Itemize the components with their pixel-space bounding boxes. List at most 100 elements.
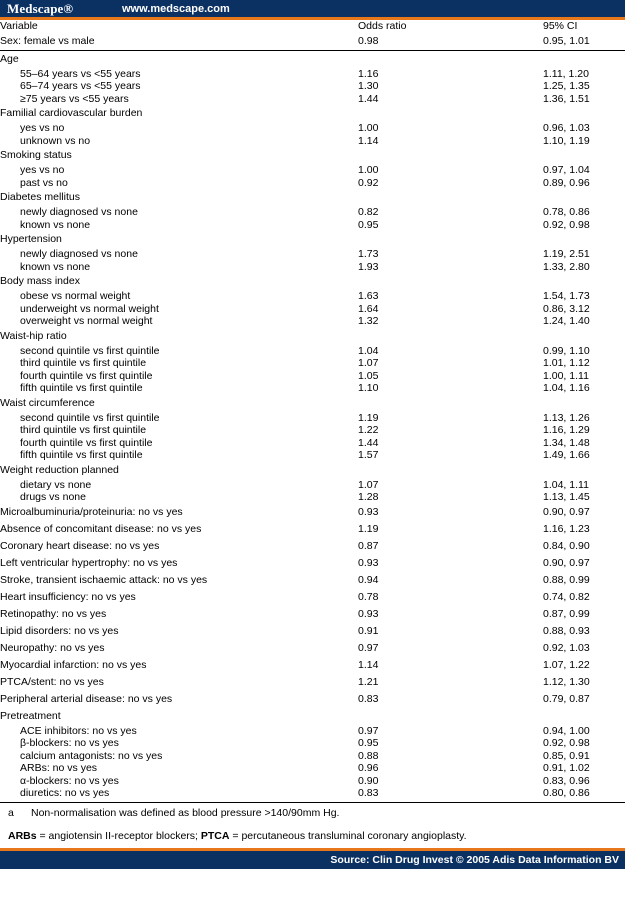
table-head: Variable Odds ratio 95% CI	[0, 20, 625, 32]
cell-odds-ratio	[358, 273, 543, 290]
cell-variable: Microalbuminuria/proteinuria: no vs yes	[0, 505, 183, 518]
cell-odds-ratio: 1.04	[358, 344, 379, 357]
cell-odds-ratio: 1.16	[358, 67, 379, 80]
table-row: dietary vs none 1.07 1.04, 1.11	[0, 479, 625, 492]
table-row: Lipid disorders: no vs yes 0.91 0.88, 0.93	[0, 623, 625, 640]
table-row: known vs none 1.93 1.33, 2.80	[0, 261, 625, 274]
table-row: Sex: female vs male 0.98 0.95, 1.01	[0, 32, 625, 51]
table-row: yes vs no 1.00 0.96, 1.03	[0, 122, 625, 135]
cell-variable: ≥75 years vs <55 years	[20, 92, 129, 105]
table-row: Smoking status	[0, 147, 625, 164]
cell-confidence-interval: 1.10, 1.19	[543, 134, 590, 147]
table-row: unknown vs no 1.14 1.10, 1.19	[0, 135, 625, 148]
cell-odds-ratio: 0.93	[358, 556, 379, 569]
cell-variable: Diabetes mellitus	[0, 191, 80, 204]
footnotes-section: a Non-normalisation was defined as blood …	[0, 803, 625, 848]
cell-odds-ratio: 1.19	[358, 522, 379, 535]
cell-variable: 55–64 years vs <55 years	[20, 67, 141, 80]
cell-odds-ratio: 1.28	[358, 491, 379, 504]
cell-confidence-interval	[543, 708, 625, 725]
cell-confidence-interval: 0.91, 1.02	[543, 762, 590, 775]
cell-confidence-interval: 1.00, 1.11	[543, 369, 589, 382]
table-row: Retinopathy: no vs yes 0.93 0.87, 0.99	[0, 606, 625, 623]
cell-odds-ratio: 1.07	[358, 478, 379, 491]
cell-odds-ratio: 1.10	[358, 382, 379, 395]
cell-variable: fourth quintile vs first quintile	[20, 436, 153, 449]
cell-confidence-interval: 0.88, 0.93	[543, 624, 590, 637]
table-row: ARBs: no vs yes 0.96 0.91, 1.02	[0, 762, 625, 775]
cell-odds-ratio: 0.82	[358, 206, 379, 219]
cell-confidence-interval: 1.13, 1.26	[543, 411, 590, 424]
cell-variable: diuretics: no vs yes	[0, 787, 358, 803]
column-header-ci: 95% CI	[543, 20, 578, 32]
footer-bar: Source: Clin Drug Invest © 2005 Adis Dat…	[0, 850, 625, 869]
abbrev-ptca-term: PTCA	[200, 829, 230, 842]
table-row: diuretics: no vs yes 0.83 0.80, 0.86	[0, 787, 625, 803]
cell-variable: Myocardial infarction: no vs yes	[0, 658, 147, 671]
table-row: yes vs no 1.00 0.97, 1.04	[0, 164, 625, 177]
table-row: overweight vs normal weight 1.32 1.24, 1.4…	[0, 315, 625, 328]
cell-odds-ratio	[358, 50, 543, 68]
medscape-logo: Medscape®	[7, 1, 74, 16]
cell-variable: Hypertension	[0, 233, 62, 246]
table-row: third quintile vs first quintile 1.07 1.01…	[0, 357, 625, 370]
cell-confidence-interval: 0.83, 0.96	[543, 774, 590, 787]
cell-odds-ratio: 1.30	[358, 80, 379, 93]
cell-confidence-interval: 0.92, 0.98	[543, 218, 590, 231]
cell-confidence-interval: 0.92, 0.98	[543, 737, 590, 750]
cell-confidence-interval	[543, 105, 625, 122]
cell-variable: Waist circumference	[0, 396, 95, 409]
cell-odds-ratio	[358, 708, 543, 725]
table-row: underweight vs normal weight 1.64 0.86, 3.…	[0, 303, 625, 316]
cell-confidence-interval	[543, 231, 625, 248]
cell-confidence-interval: 1.04, 1.11	[543, 478, 589, 491]
cell-variable: ACE inhibitors: no vs yes	[20, 724, 137, 737]
cell-confidence-interval	[543, 147, 625, 164]
cell-variable: Age	[0, 52, 19, 65]
cell-odds-ratio: 0.88	[358, 749, 379, 762]
cell-variable: 65–74 years vs <55 years	[20, 80, 141, 93]
cell-variable: fourth quintile vs first quintile	[20, 369, 153, 382]
cell-confidence-interval: 1.34, 1.48	[543, 436, 590, 449]
cell-odds-ratio: 0.97	[358, 724, 379, 737]
column-header-odds-ratio: Odds ratio	[358, 20, 407, 32]
cell-variable: overweight vs normal weight	[20, 315, 153, 328]
cell-confidence-interval: 0.87, 0.99	[543, 607, 590, 620]
table-row: Peripheral arterial disease: no vs yes 0.…	[0, 691, 625, 708]
table-row: 55–64 years vs <55 years 1.16 1.11, 1.20	[0, 68, 625, 81]
abbrev-ptca-def: = percutaneous transluminal coronary ang…	[229, 829, 467, 842]
cell-odds-ratio: 0.98	[358, 32, 543, 51]
cell-variable: Peripheral arterial disease: no vs yes	[0, 692, 173, 705]
cell-variable: unknown vs no	[20, 134, 91, 147]
cell-odds-ratio	[358, 147, 543, 164]
cell-confidence-interval: 1.16, 1.23	[543, 522, 590, 535]
cell-variable: Sex: female vs male	[0, 32, 358, 51]
cell-odds-ratio: 1.32	[358, 315, 379, 328]
table-row: Familial cardiovascular burden	[0, 105, 625, 122]
cell-variable: PTCA/stent: no vs yes	[0, 675, 104, 688]
cell-variable: known vs none	[20, 260, 91, 273]
cell-confidence-interval	[543, 328, 625, 345]
cell-odds-ratio: 0.78	[358, 590, 379, 603]
cell-odds-ratio: 0.83	[358, 692, 379, 705]
cell-confidence-interval: 0.95, 1.01	[543, 32, 625, 51]
table-row: Pretreatment	[0, 708, 625, 725]
table-row: β-blockers: no vs yes 0.95 0.92, 0.98	[0, 737, 625, 750]
table-row: Hypertension	[0, 231, 625, 248]
cell-odds-ratio: 1.00	[358, 164, 379, 177]
table-row: Left ventricular hypertrophy: no vs yes 0…	[0, 555, 625, 572]
cell-variable: Coronary heart disease: no vs yes	[0, 539, 160, 552]
table-row: drugs vs none 1.28 1.13, 1.45	[0, 491, 625, 504]
table-header-row: Variable Odds ratio 95% CI	[0, 20, 625, 32]
table-row: Weight reduction planned	[0, 462, 625, 479]
cell-odds-ratio: 1.22	[358, 424, 379, 437]
cell-confidence-interval	[543, 273, 625, 290]
table-row: Diabetes mellitus	[0, 189, 625, 206]
footer-orange-rule	[0, 847, 625, 851]
column-header-variable: Variable	[0, 20, 38, 32]
cell-confidence-interval: 0.85, 0.91	[543, 749, 590, 762]
cell-variable: newly diagnosed vs none	[20, 206, 138, 219]
cell-variable: yes vs no	[20, 122, 65, 135]
cell-confidence-interval: 0.79, 0.87	[543, 692, 590, 705]
cell-confidence-interval: 1.36, 1.51	[543, 92, 590, 105]
